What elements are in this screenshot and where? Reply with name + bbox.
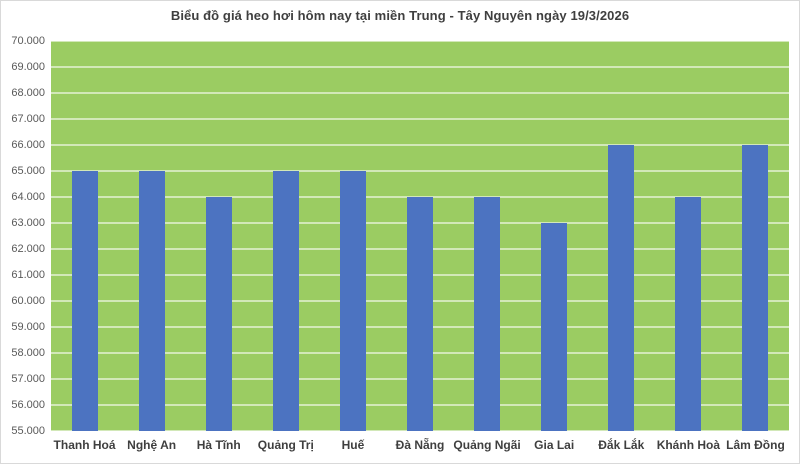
y-axis-label: 64.000: [11, 191, 45, 203]
x-axis-label: Lâm Đồng: [726, 438, 785, 452]
y-axis-label: 69.000: [11, 61, 45, 73]
bar: [742, 145, 769, 431]
x-axis-label: Khánh Hoà: [656, 438, 721, 452]
bar: [474, 197, 501, 431]
bar: [541, 223, 568, 431]
y-axis-label: 55.000: [11, 425, 45, 437]
bar: [205, 197, 232, 431]
bar: [675, 197, 702, 431]
bar: [71, 171, 98, 431]
bar: [138, 171, 165, 431]
bar: [272, 171, 299, 431]
x-axis-label: Quảng Ngãi: [453, 438, 521, 452]
y-axis-label: 67.000: [11, 113, 45, 125]
gridline: [51, 92, 789, 94]
x-axis-label: Hà Tĩnh: [196, 438, 241, 452]
gridline: [51, 170, 789, 172]
y-axis-label: 70.000: [11, 35, 45, 47]
y-axis-label: 60.000: [11, 295, 45, 307]
y-axis-label: 63.000: [11, 217, 45, 229]
gridline: [51, 144, 789, 146]
y-axis-label: 61.000: [11, 269, 45, 281]
gridline: [51, 66, 789, 68]
bar: [608, 145, 635, 431]
x-axis-label: Đà Nẵng: [395, 438, 445, 452]
chart-title: Biểu đồ giá heo hơi hôm nay tại miền Tru…: [170, 8, 630, 23]
x-axis-label: Quảng Trị: [257, 438, 314, 452]
y-axis-label: 57.000: [11, 373, 45, 385]
x-axis-label: Nghệ An: [127, 438, 177, 452]
gridline: [51, 40, 789, 42]
y-axis-label: 68.000: [11, 87, 45, 99]
plot-area: [51, 40, 789, 432]
x-axis-label: Thanh Hoá: [53, 438, 116, 452]
x-axis-label: Gia Lai: [534, 438, 575, 452]
y-axis-label: 56.000: [11, 399, 45, 411]
y-axis-label: 59.000: [11, 321, 45, 333]
gridline: [51, 118, 789, 120]
x-axis-label: Huế: [341, 438, 365, 452]
gridline: [51, 430, 789, 432]
bar: [339, 171, 366, 431]
y-axis-label: 58.000: [11, 347, 45, 359]
y-axis-label: 65.000: [11, 165, 45, 177]
y-axis-label: 62.000: [11, 243, 45, 255]
y-axis-label: 66.000: [11, 139, 45, 151]
x-axis-label: Đắk Lắk: [598, 438, 645, 452]
bar: [407, 197, 433, 431]
